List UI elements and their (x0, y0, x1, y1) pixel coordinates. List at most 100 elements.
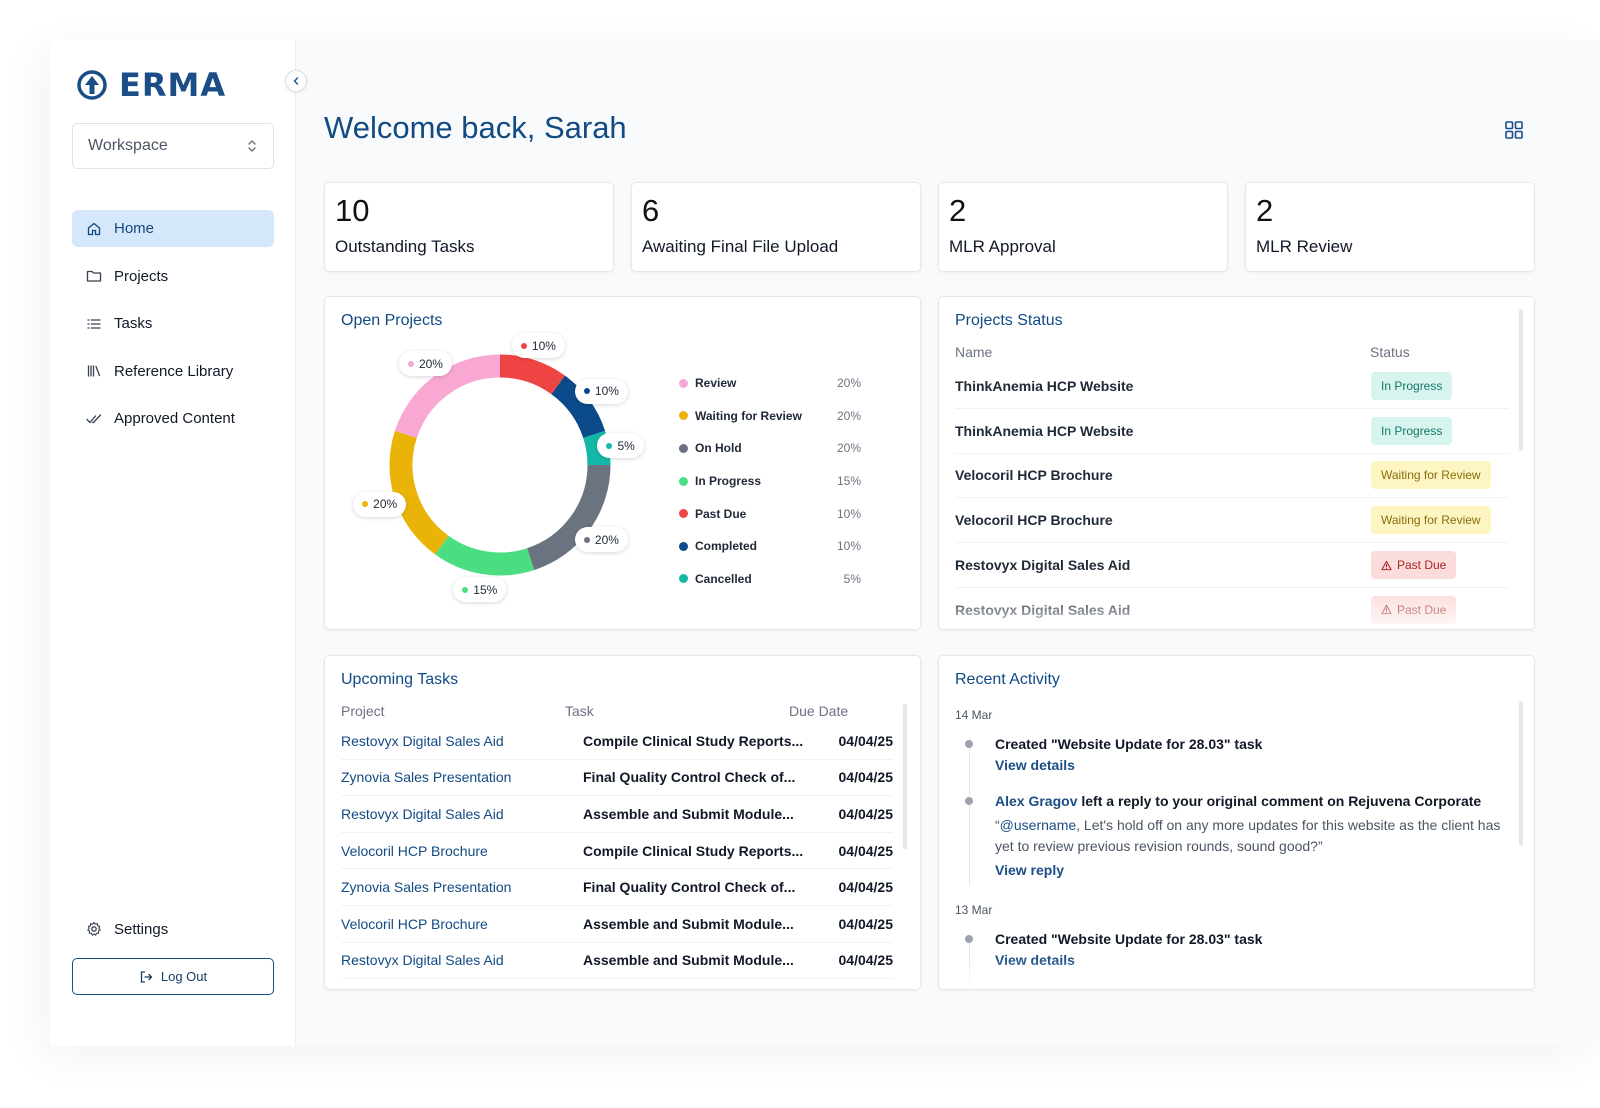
workspace-label: Workspace (88, 137, 168, 154)
activity-date: 14 Mar (955, 708, 993, 722)
home-icon (87, 222, 101, 235)
status-badge: Past Due (1371, 595, 1457, 624)
folder-icon (86, 270, 102, 282)
view-reply-link[interactable]: View reply (995, 862, 1065, 878)
projects-status-title: Projects Status (955, 312, 1063, 329)
sidebar-item-home[interactable]: Home (72, 210, 274, 247)
donut-slice[interactable] (435, 535, 535, 576)
slice-label-dot (583, 388, 590, 395)
table-row[interactable]: Restovyx Digital Sales Aid Past Due (955, 543, 1509, 588)
table-row[interactable]: Velocoril HCP Brochure Waiting for Revie… (955, 498, 1509, 544)
table-row[interactable]: Velocoril HCP Brochure Waiting for Revie… (955, 454, 1509, 499)
activity-text-rest: left a reply to your original comment on… (1077, 793, 1482, 809)
task-project-link[interactable]: Restovyx Digital Sales Aid (341, 952, 504, 969)
task-project-link[interactable]: Zynovia Sales Presentation (341, 769, 512, 786)
grid-layout-icon[interactable] (1504, 120, 1524, 140)
brand-logo[interactable]: ERMA (77, 66, 226, 104)
table-row[interactable]: ThinkAnemia HCP Website In Progress (955, 409, 1509, 454)
table-row[interactable]: ThinkAnemia HCP Website In Progress (955, 364, 1509, 409)
task-project-link[interactable]: Restovyx Digital Sales Aid (341, 805, 504, 822)
stat-card-mlr-review[interactable]: 2 MLR Review (1245, 182, 1535, 272)
slice-label: 10% (574, 378, 628, 404)
legend-item: On Hold 20% (679, 432, 861, 465)
view-details-link[interactable]: View details (995, 952, 1075, 968)
activity-text: Created "Website Update for 28.03" task (995, 736, 1263, 752)
legend-label: Cancelled (695, 571, 752, 586)
settings-button[interactable]: Settings (72, 911, 274, 947)
table-row[interactable]: Restovyx Digital Sales Aid Past Due (955, 588, 1509, 629)
user-link[interactable]: Alex Gragov (995, 793, 1078, 809)
donut-slice[interactable] (551, 375, 606, 439)
library-icon (87, 365, 101, 377)
donut-slice[interactable] (389, 430, 449, 555)
scrollbar[interactable] (1519, 309, 1523, 451)
table-row[interactable]: Velocoril HCP Brochure Assemble and Subm… (341, 906, 893, 943)
table-row[interactable]: Zynovia Sales Presentation Final Quality… (341, 869, 893, 906)
recent-activity-title: Recent Activity (955, 671, 1060, 688)
legend-value: 10% (836, 539, 861, 554)
quote-text: , Let's hold off on any more updates for… (995, 817, 1501, 854)
donut-slice[interactable] (526, 464, 611, 571)
slice-label: 15% (453, 577, 507, 603)
task-project-link[interactable]: Restovyx Digital Sales Aid (341, 732, 504, 749)
projects-status-list: ThinkAnemia HCP Website In Progress Thin… (955, 364, 1509, 629)
task-due-date: 04/04/25 (838, 805, 894, 822)
legend-label: Past Due (695, 506, 747, 521)
legend-value: 10% (836, 506, 861, 521)
column-header-project: Project (341, 703, 385, 719)
scrollbar[interactable] (903, 704, 907, 849)
recent-activity-card: Recent Activity 14 Mar Created "Website … (938, 655, 1535, 990)
legend-value: 20% (836, 441, 861, 456)
donut-slice[interactable] (499, 354, 565, 395)
timeline-dot (965, 740, 973, 748)
stat-card-outstanding-tasks[interactable]: 10 Outstanding Tasks (324, 182, 614, 272)
slice-label-text: 5% (617, 438, 635, 453)
slice-label: 10% (511, 333, 565, 359)
settings-label: Settings (114, 920, 169, 938)
scrollbar[interactable] (1519, 701, 1523, 846)
activity-item: Alex Gragov left a reply to your origina… (995, 793, 1505, 878)
project-name: ThinkAnemia HCP Website (955, 422, 1134, 439)
donut-slice[interactable] (394, 354, 501, 439)
legend-dot (679, 378, 688, 388)
stat-card-mlr-approval[interactable]: 2 MLR Approval (938, 182, 1228, 272)
project-name: Restovyx Digital Sales Aid (955, 557, 1131, 574)
comment-quote: “@username, Let's hold off on any more u… (995, 815, 1505, 857)
sidebar-item-approved-content[interactable]: Approved Content (72, 400, 274, 437)
activity-date: 13 Mar (955, 903, 993, 917)
task-project-link[interactable]: Velocoril HCP Brochure (341, 915, 488, 932)
stat-card-awaiting-final-file-upload[interactable]: 6 Awaiting Final File Upload (631, 182, 921, 272)
logout-button[interactable]: Log Out (72, 958, 274, 995)
project-name: ThinkAnemia HCP Website (955, 377, 1134, 394)
task-project-link[interactable]: Zynovia Sales Presentation (341, 879, 512, 896)
legend-item: Completed 10% (679, 530, 861, 563)
table-row[interactable]: Velocoril HCP Brochure Compile Clinical … (341, 833, 893, 870)
legend-value: 20% (836, 408, 861, 423)
table-row[interactable]: Zynovia Sales Presentation Final Quality… (341, 760, 893, 797)
slice-label-text: 10% (594, 384, 619, 399)
mention-link[interactable]: @username (999, 817, 1077, 833)
workspace-select[interactable]: Workspace (72, 123, 274, 169)
task-project-link[interactable]: Velocoril HCP Brochure (341, 842, 488, 859)
quote-open: “ (995, 817, 1000, 833)
table-row[interactable]: Restovyx Digital Sales Aid Compile Clini… (341, 723, 893, 760)
view-details-link[interactable]: View details (995, 757, 1075, 773)
task-name: Compile Clinical Study Reports... (583, 842, 804, 859)
table-row[interactable]: Restovyx Digital Sales Aid Assemble and … (341, 943, 893, 980)
gear-icon (87, 921, 101, 936)
column-header-status: Status (1370, 344, 1410, 360)
table-row[interactable]: Restovyx Digital Sales Aid Assemble and … (341, 796, 893, 833)
chevron-left-icon (293, 77, 299, 85)
sidebar-item-reference-library[interactable]: Reference Library (72, 353, 274, 390)
status-badge-label: Past Due (1397, 602, 1447, 617)
collapse-sidebar-button[interactable] (285, 70, 307, 92)
open-projects-title: Open Projects (341, 312, 443, 329)
logout-icon (140, 970, 153, 983)
sidebar-item-projects[interactable]: Projects (72, 258, 274, 295)
logo-mark-icon (77, 70, 107, 100)
warning-icon (1381, 560, 1392, 570)
slice-label-text: 20% (373, 497, 398, 512)
sidebar-item-tasks[interactable]: Tasks (72, 305, 274, 342)
project-name: Restovyx Digital Sales Aid (955, 601, 1131, 618)
stat-value: 2 (1256, 193, 1274, 228)
